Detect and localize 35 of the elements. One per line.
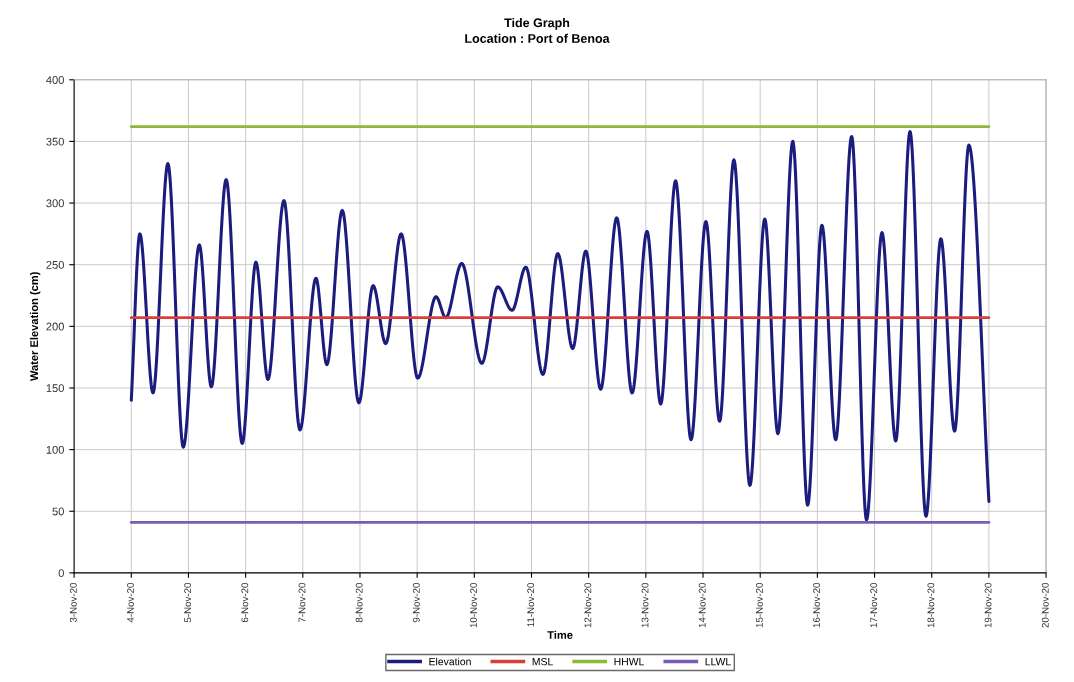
x-tick-label: 4-Nov-20 bbox=[127, 582, 134, 623]
x-tick-label: 10-Nov-20 bbox=[470, 582, 477, 628]
legend-label: HHWL bbox=[614, 658, 644, 666]
chart-title: Tide Graph bbox=[504, 18, 570, 30]
x-tick-label: 9-Nov-20 bbox=[412, 582, 420, 623]
x-tick-label: 18-Nov-20 bbox=[927, 582, 935, 628]
x-tick-label: 7-Nov-20 bbox=[298, 582, 306, 623]
y-tick-label: 100 bbox=[46, 445, 64, 454]
y-tick-label: 250 bbox=[46, 260, 64, 269]
x-tick-label: 16-Nov-20 bbox=[813, 582, 820, 628]
x-tick-label: 13-Nov-20 bbox=[641, 582, 649, 628]
y-tick-label: 150 bbox=[46, 384, 64, 393]
x-tick-label: 17-Nov-20 bbox=[870, 582, 878, 628]
x-tick-label: 3-Nov-20 bbox=[69, 582, 77, 623]
x-tick-label: 5-Nov-20 bbox=[184, 582, 192, 623]
x-tick-label: 8-Nov-20 bbox=[355, 582, 363, 623]
y-tick-label: 0 bbox=[58, 569, 64, 578]
x-tick-label: 20-Nov-20 bbox=[1041, 582, 1049, 628]
x-tick-label: 14-Nov-20 bbox=[698, 582, 706, 628]
x-tick-label: 6-Nov-20 bbox=[241, 582, 249, 623]
y-axis-title: Water Elevation (cm) bbox=[29, 272, 41, 382]
x-tick-label: 11-Nov-20 bbox=[527, 582, 535, 627]
chart-subtitle: Location : Port of Benoa bbox=[465, 33, 610, 43]
legend-label: MSL bbox=[532, 657, 553, 666]
y-tick-label: 300 bbox=[46, 199, 64, 208]
x-tick-label: 19-Nov-20 bbox=[984, 582, 992, 628]
y-tick-label: 50 bbox=[52, 507, 64, 516]
x-axis-title: Time bbox=[547, 630, 573, 639]
y-tick-label: 400 bbox=[46, 76, 64, 84]
y-tick-label: 350 bbox=[46, 137, 64, 146]
x-tick-label: 15-Nov-20 bbox=[755, 582, 763, 628]
legend-label: Elevation bbox=[429, 657, 471, 666]
x-tick-label: 12-Nov-20 bbox=[584, 582, 592, 628]
y-tick-label: 200 bbox=[46, 322, 64, 331]
legend-label: LLWL bbox=[705, 658, 731, 666]
